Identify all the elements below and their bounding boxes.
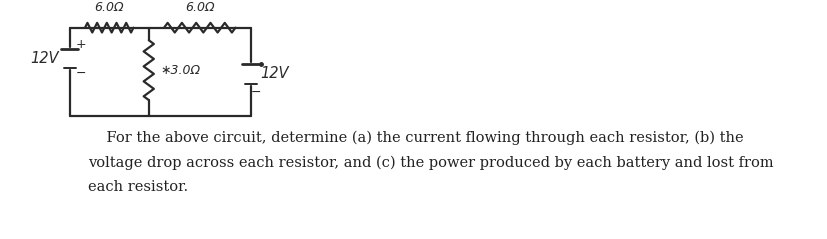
Text: ∗3.0Ω: ∗3.0Ω (160, 64, 200, 77)
Text: 12V: 12V (260, 66, 289, 81)
Text: 12V: 12V (30, 51, 59, 66)
Text: 6.0Ω: 6.0Ω (94, 1, 124, 14)
Text: For the above circuit, determine (a) the current flowing through each resistor, : For the above circuit, determine (a) the… (88, 130, 772, 194)
Text: 6.0Ω: 6.0Ω (184, 1, 214, 14)
Text: −: − (75, 66, 86, 80)
Text: −: − (251, 86, 261, 99)
Text: +: + (75, 38, 86, 51)
